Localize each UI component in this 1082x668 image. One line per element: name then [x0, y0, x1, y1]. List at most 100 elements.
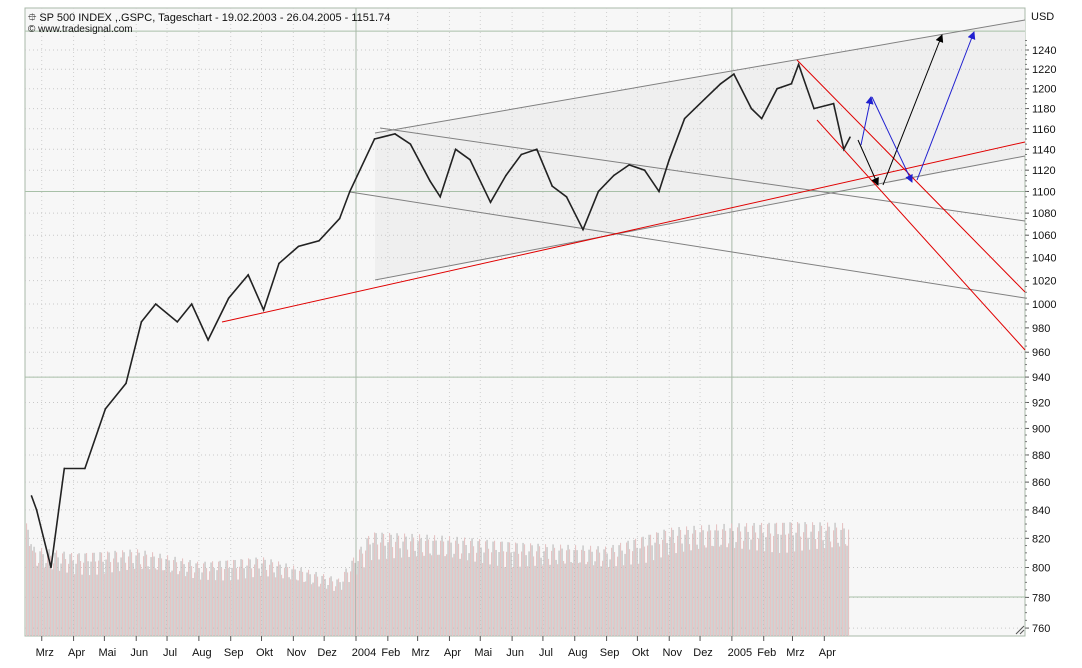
volume-bar: [546, 547, 548, 636]
volume-bar: [408, 556, 410, 636]
x-tick-label: Sep: [224, 647, 244, 659]
volume-bar: [777, 534, 779, 636]
volume-bar: [767, 524, 769, 636]
volume-bar: [45, 563, 47, 636]
volume-bar: [435, 540, 437, 636]
volume-bar: [636, 547, 638, 636]
volume-bar: [497, 565, 499, 636]
y-tick-label: 1060: [1032, 230, 1056, 242]
volume-bar: [335, 586, 337, 636]
price-point: [612, 174, 615, 177]
volume-bar: [431, 555, 433, 636]
volume-bar: [324, 578, 326, 636]
volume-bar: [374, 532, 376, 636]
volume-bar: [569, 549, 571, 636]
y-tick-label: 860: [1032, 477, 1050, 489]
x-tick-label: 2004: [352, 647, 376, 659]
volume-bar: [585, 564, 587, 636]
volume-bar: [320, 583, 322, 636]
volume-bar: [833, 530, 835, 636]
price-point: [125, 382, 127, 385]
x-tick-label: Feb: [757, 647, 776, 659]
volume-bar: [359, 549, 361, 636]
volume-bar: [437, 554, 439, 636]
volume-bar: [527, 566, 529, 636]
volume-bar: [690, 550, 692, 636]
volume-bar: [837, 542, 839, 636]
volume-bar: [36, 565, 38, 636]
volume-bar: [744, 526, 746, 636]
volume-bar: [599, 552, 601, 636]
volume-bar: [285, 563, 287, 636]
volume-bar: [629, 549, 631, 636]
volume-bar: [705, 547, 707, 636]
volume-bar: [219, 560, 221, 636]
volume-bar: [141, 568, 143, 636]
volume-bar: [477, 541, 479, 636]
volume-bar: [326, 588, 328, 636]
volume-bar: [33, 546, 35, 636]
volume-bar: [344, 571, 346, 636]
price-point: [35, 509, 38, 511]
volume-bar: [608, 567, 610, 636]
volume-bar: [593, 565, 595, 636]
volume-bar: [650, 534, 652, 636]
volume-bar: [266, 569, 268, 636]
volume-bar: [233, 559, 235, 636]
volume-bar: [258, 568, 260, 636]
volume-bar: [93, 552, 95, 636]
volume-bar: [471, 538, 473, 636]
volume-bar: [92, 552, 94, 636]
volume-bar: [254, 564, 256, 636]
volume-bar: [462, 540, 464, 636]
volume-bar: [440, 540, 442, 636]
volume-bar: [84, 553, 86, 636]
volume-bar: [405, 536, 407, 636]
volume-bar: [350, 571, 352, 636]
volume-bar: [68, 563, 70, 636]
volume-bar: [119, 571, 121, 636]
volume-bar: [519, 566, 521, 636]
volume-bar: [674, 542, 676, 636]
volume-bar: [239, 566, 241, 636]
price-point: [190, 303, 193, 305]
volume-bar: [383, 533, 385, 636]
volume-bar: [642, 536, 644, 636]
y-tick-label: 1240: [1032, 45, 1056, 57]
volume-bar: [504, 567, 506, 636]
volume-bar: [221, 568, 223, 636]
volume-bar: [225, 560, 227, 636]
volume-bar: [341, 589, 343, 636]
volume-bar: [756, 550, 758, 636]
x-tick-label: Okt: [256, 647, 273, 659]
volume-bar: [570, 562, 572, 636]
volume-bar: [356, 574, 358, 636]
volume-bar: [231, 567, 233, 636]
volume-bar: [711, 545, 713, 636]
price-point: [489, 201, 492, 204]
volume-bar: [152, 552, 154, 636]
volume-bar: [428, 539, 430, 636]
volume-bar: [624, 553, 626, 636]
volume-bar: [216, 570, 218, 636]
volume-bar: [750, 539, 752, 636]
price-point: [454, 148, 457, 151]
volume-bar: [647, 545, 649, 636]
volume-bar: [134, 568, 136, 636]
price-point: [582, 228, 584, 231]
volume-bar: [290, 579, 292, 636]
price-point: [63, 467, 66, 470]
volume-bar: [263, 557, 265, 636]
volume-bar: [306, 572, 308, 636]
volume-bar: [29, 545, 31, 636]
y-tick-label: 1200: [1032, 84, 1056, 96]
volume-bar: [452, 557, 454, 636]
volume-bar: [455, 540, 457, 636]
volume-bar: [447, 540, 449, 636]
resize-grip-icon[interactable]: [1015, 625, 1025, 635]
volume-bar: [386, 558, 388, 636]
price-point: [505, 174, 507, 177]
price-point: [349, 190, 351, 193]
volume-bar: [161, 558, 163, 636]
